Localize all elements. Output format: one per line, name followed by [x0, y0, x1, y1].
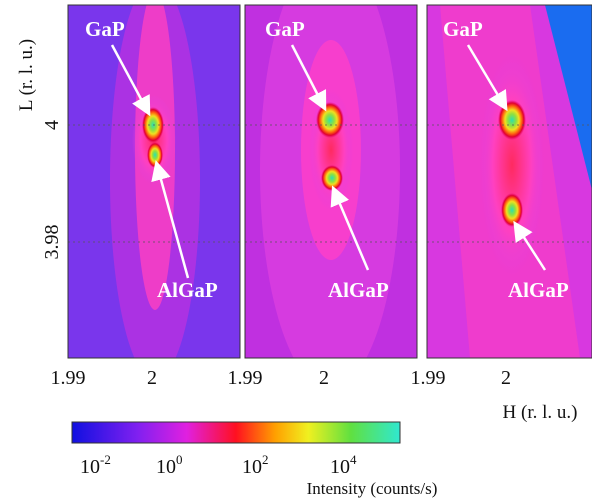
x-axis-label: H (r. l. u.) — [503, 402, 578, 423]
tick-exponent: -2 — [100, 452, 111, 467]
peak-label: AlGaP — [328, 278, 389, 302]
x-tick-label: 1.99 — [228, 367, 263, 389]
x-tick-label: 2 — [319, 367, 329, 389]
y-axis-label: L (r. l. u.) — [16, 39, 37, 111]
y-tick-label: 3.98 — [41, 225, 63, 260]
x-tick-label: 2 — [501, 367, 511, 389]
x-tick-label: 1.99 — [51, 367, 86, 389]
tick-base: 10 — [80, 456, 100, 478]
x-tick-label: 2 — [147, 367, 157, 389]
tick-base: 10 — [242, 456, 262, 478]
colorbar-tick-label: 10-2 — [80, 452, 111, 478]
panel-3-map — [427, 5, 592, 358]
arrow — [330, 185, 370, 271]
panel-2-map — [245, 5, 417, 358]
peak-label: GaP — [85, 17, 125, 41]
tick-base: 10 — [330, 456, 350, 478]
tick-exponent: 0 — [176, 452, 183, 467]
arrow — [151, 160, 190, 279]
colorbar — [71, 421, 401, 444]
peak-label: AlGaP — [157, 278, 218, 302]
annotations: GaP AlGaP GaP AlGaP GaP AlGaP — [85, 17, 569, 302]
colorbar-tick-label: 100 — [156, 452, 183, 478]
arrow — [110, 44, 151, 117]
panel-frame — [244, 4, 418, 359]
x-tick-label: 1.99 — [411, 367, 446, 389]
tick-base: 10 — [156, 456, 176, 478]
panel-frame — [426, 4, 592, 359]
peak-label: AlGaP — [508, 278, 569, 302]
panel-frame — [67, 4, 241, 359]
arrow — [513, 220, 547, 271]
tick-exponent: 2 — [262, 452, 269, 467]
peak-label: GaP — [443, 17, 483, 41]
colorbar-ticks: 10-2 100 102 104 — [80, 452, 357, 478]
colorbar-tick-label: 104 — [330, 452, 357, 478]
tick-exponent: 4 — [350, 452, 357, 467]
y-tick-label: 4 — [41, 120, 63, 130]
colorbar-tick-label: 102 — [242, 452, 269, 478]
arrow — [290, 44, 327, 112]
colorbar-label: Intensity (counts/s) — [307, 479, 438, 498]
arrow — [466, 44, 508, 112]
panel-1-map — [68, 5, 240, 358]
peak-label: GaP — [265, 17, 305, 41]
